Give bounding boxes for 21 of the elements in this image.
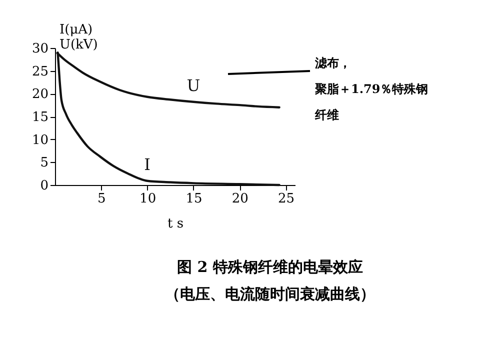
text: 图 2 特殊钢纤维的电晕效应 (177, 258, 363, 276)
text: （电压、电流随时间衰减曲线） (165, 285, 375, 303)
y-tick-label: 20 (32, 87, 48, 102)
series-label: I (144, 154, 150, 174)
y-tick-label: 15 (32, 110, 48, 125)
series-label: U (186, 76, 200, 95)
x-tick-label: 10 (140, 192, 156, 206)
y-tick-label: 5 (40, 156, 48, 171)
x-axis-title: t s (167, 216, 184, 232)
text: 聚脂＋1.79％特殊钢 (314, 82, 428, 96)
y-tick-label: 0 (40, 178, 48, 194)
x-tick-label: 15 (186, 192, 202, 206)
y-tick-label: 30 (32, 42, 48, 56)
x-tick-label: 20 (232, 192, 248, 206)
x-tick-label: 5 (98, 192, 106, 206)
y-tick-label: 25 (32, 64, 48, 80)
text: 滤布， (314, 56, 351, 70)
y-axis-title: I(μA) U(kV) (60, 22, 98, 52)
x-tick-label: 25 (278, 192, 295, 206)
y-tick-label: 10 (32, 132, 48, 148)
text: 纤维 (314, 108, 339, 122)
